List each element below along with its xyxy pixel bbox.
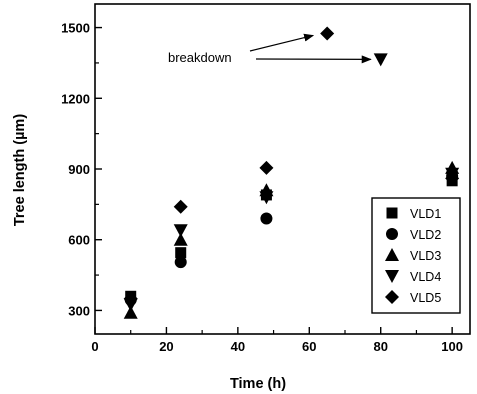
legend-label: VLD4: [410, 270, 441, 284]
legend-marker-vld5: [385, 290, 399, 304]
legend-label: VLD1: [410, 207, 441, 221]
legend-label: VLD5: [410, 291, 441, 305]
axes: 0 20 40 60 80 100 300 600 900 1200 1500: [61, 3, 471, 354]
data-point-vld2: [260, 212, 273, 225]
x-tick-label: 80: [373, 339, 387, 354]
data-point-vld5: [173, 199, 188, 214]
x-tick-label: 60: [302, 339, 316, 354]
legend-marker-vld3: [385, 248, 399, 261]
legend: VLD1 VLD2 VLD3 VLD4 VLD5: [371, 197, 461, 314]
y-tick-label: 600: [68, 233, 90, 248]
legend-label: VLD3: [410, 249, 441, 263]
data-point-vld3: [123, 305, 138, 319]
y-tick-label: 900: [68, 162, 90, 177]
data-point-vld3: [173, 232, 188, 246]
x-tick-label: 0: [91, 339, 98, 354]
data-point-vld5: [259, 160, 274, 175]
y-tick-label: 1500: [61, 21, 90, 36]
legend-label: VLD2: [410, 228, 441, 242]
legend-marker-vld1: [386, 207, 398, 219]
y-tick-label: 300: [68, 303, 90, 318]
data-point-vld4: [173, 224, 188, 238]
annotations: breakdown: [168, 33, 372, 65]
data-point-vld4: [259, 191, 274, 205]
legend-marker-vld4: [385, 270, 399, 283]
annotation-arrow: [249, 33, 315, 52]
data-point-vld1: [175, 247, 187, 259]
data-points: [123, 26, 460, 319]
annotation-label: breakdown: [168, 50, 232, 65]
x-axis-title: Time (h): [230, 376, 286, 392]
x-tick-label: 100: [441, 339, 463, 354]
data-point-vld5: [320, 26, 335, 41]
y-axis-title: Tree length (µm): [12, 114, 28, 226]
y-tick-label: 1200: [61, 91, 90, 106]
legend-marker-vld2: [386, 228, 398, 240]
data-point-vld5: [123, 291, 138, 306]
x-tick-label: 20: [159, 339, 173, 354]
data-point-vld4: [373, 53, 388, 67]
x-tick-label: 40: [231, 339, 245, 354]
data-point-vld2: [174, 256, 187, 269]
data-point-vld5: [445, 171, 460, 186]
